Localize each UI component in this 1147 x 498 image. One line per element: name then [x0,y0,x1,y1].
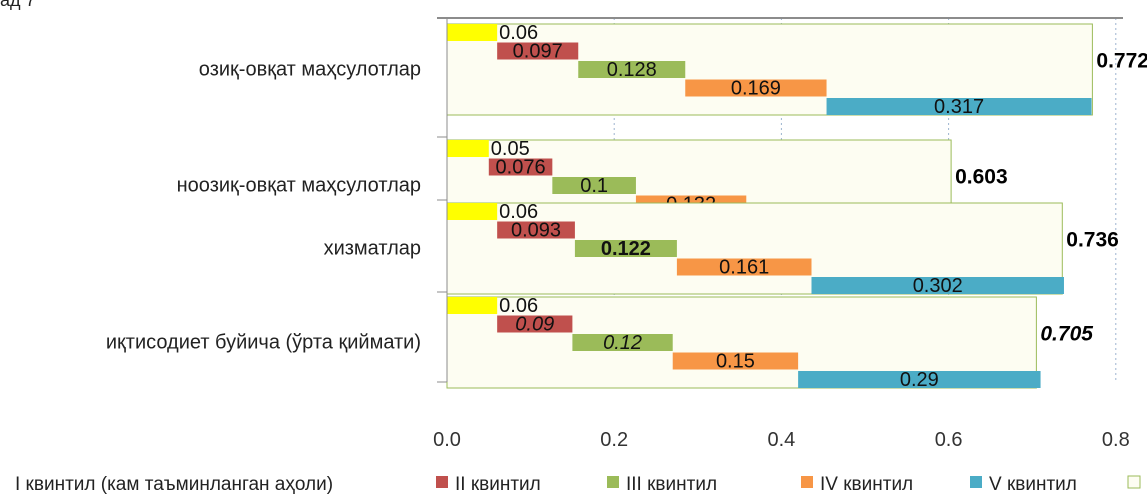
legend-label: III квинтил [626,474,717,495]
data-label: 0.093 [511,220,561,242]
bar-segment [685,79,827,97]
category-label: озиқ-овқат маҳсулотлар [199,59,421,81]
x-tick-label: 0.6 [935,429,963,451]
legend-label: I квинтил (кам таъминланган аҳоли) [15,474,333,495]
total-label: 0.705 [1040,323,1093,346]
bar-segment [672,352,799,370]
bar-segment [676,258,812,276]
total-label: 0.736 [1066,229,1119,252]
legend-label: II квинтил [455,474,541,495]
category-label: ноозиқ-овқат маҳсулотлар [177,175,421,197]
data-label: 0.15 [716,351,755,373]
data-label: 0.09 [515,314,554,336]
bar-segment [552,177,636,194]
data-label: 0.076 [496,157,546,179]
bar-segment [497,221,575,239]
legend-swatch [436,476,448,488]
legend-swatch [970,476,982,488]
legend-swatch [801,476,813,488]
data-label: 0.122 [601,238,651,260]
data-label: 0.317 [934,96,984,118]
bar-segment [447,24,498,41]
x-tick-label: 0.8 [1102,429,1130,451]
total-label: 0.772 [1096,50,1147,73]
data-label: 0.29 [900,369,939,391]
legend-swatch [1127,475,1141,489]
data-label: 0.06 [499,201,538,223]
data-label: 0.12 [603,332,642,354]
bar-segment [447,297,498,314]
bar-segment [574,240,677,257]
bar-segment [798,371,1041,388]
bar-segment [488,158,553,176]
legend-label: V квинтил [989,474,1077,495]
data-label: 0.161 [719,257,769,279]
bar-segment [811,277,1064,294]
legend-label: IV квинтил [820,474,913,495]
bar-segment [447,203,498,220]
data-label: 0.097 [513,41,563,63]
legend-swatch [607,476,619,488]
cut-off-heading: ад 7 [0,0,36,10]
data-label: 0.06 [499,22,538,44]
x-tick-label: 0.4 [767,429,795,451]
category-label: хизматлар [324,238,421,260]
bar-segment [572,334,673,351]
category-label: иқтисодиет буйича (ўрта қиймати) [106,332,421,354]
bar-segment [826,98,1092,115]
data-label: 0.05 [491,138,530,160]
data-label: 0.169 [731,78,781,100]
data-label: 0.1 [580,175,608,197]
bar-segment [447,140,489,157]
data-label: 0.302 [913,275,963,297]
bar-segment [497,315,573,333]
bar-segment [497,42,579,60]
x-tick-label: 0.2 [600,429,628,451]
bar-segment [578,61,686,78]
data-label: 0.128 [607,59,657,81]
data-label: 0.06 [499,295,538,317]
total-label: 0.603 [955,166,1008,189]
x-tick-label: 0.0 [433,429,461,451]
